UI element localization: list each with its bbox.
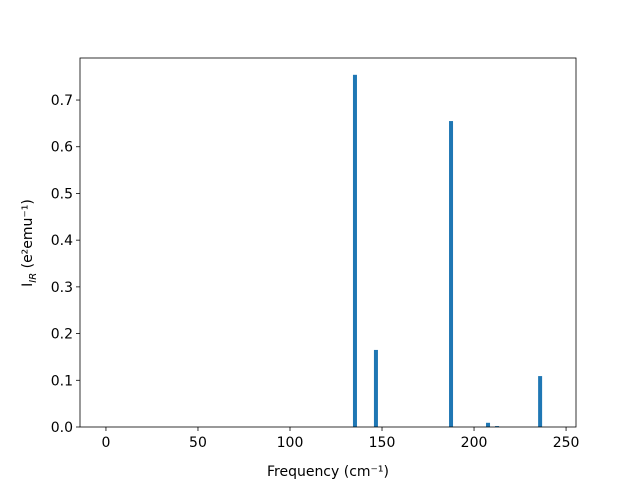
x-axis-label: Frequency (cm⁻¹) <box>267 464 389 480</box>
y-tick-label: 0.7 <box>51 93 73 109</box>
y-label-main: I <box>20 283 36 287</box>
y-label-sub: IR <box>28 273 39 283</box>
x-tick-label: 150 <box>369 435 396 451</box>
x-tick-label: 0 <box>101 435 110 451</box>
y-axis-label: IIR (e²emu⁻¹) <box>20 199 39 287</box>
y-tick-label: 0.0 <box>51 420 73 436</box>
y-label-rest: (e²emu⁻¹) <box>20 199 36 273</box>
y-tick-label: 0.1 <box>51 373 73 389</box>
bar <box>449 121 454 428</box>
bar <box>352 74 357 428</box>
x-tick-label: 50 <box>189 435 207 451</box>
y-tick-label: 0.4 <box>51 233 73 249</box>
plot-frame <box>79 57 577 428</box>
bar <box>486 422 491 427</box>
bar <box>373 349 378 427</box>
y-tick-label: 0.3 <box>51 280 73 296</box>
x-tick-label: 100 <box>277 435 304 451</box>
x-tick-label: 200 <box>461 435 488 451</box>
x-tick-label: 250 <box>553 435 580 451</box>
bar <box>495 426 500 427</box>
y-tick-label: 0.6 <box>51 140 73 156</box>
bar <box>538 376 543 427</box>
y-tick-label: 0.2 <box>51 327 73 343</box>
y-tick-label: 0.5 <box>51 186 73 202</box>
